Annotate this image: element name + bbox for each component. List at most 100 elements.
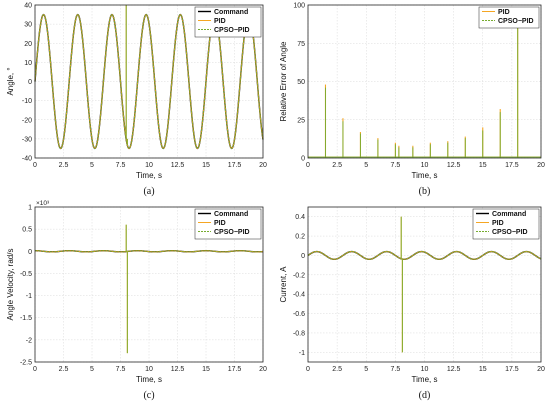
- legend-entry: PID: [492, 220, 504, 227]
- legend-entry: CPSO−PID: [214, 27, 250, 34]
- y-tick-label: -0.6: [293, 311, 305, 318]
- x-tick-label: 17.5: [505, 366, 519, 373]
- x-tick-label: 20: [259, 366, 267, 373]
- panel-caption: (c): [143, 390, 154, 401]
- y-tick-label: -2: [26, 337, 32, 344]
- y-tick-label: 75: [297, 41, 305, 48]
- series-line-cpsopid: [35, 250, 264, 253]
- legend: Command PID CPSO−PID: [472, 208, 540, 240]
- legend-entry: PID: [214, 18, 226, 25]
- x-axis-label: Time, s: [136, 375, 162, 384]
- x-axis-label: Time, s: [412, 171, 438, 180]
- chart-panel-a: 0 2.5 5 7.5 10 12.5 15 17.5 20 -40 -30 -20 -10 0 10 20 3…: [6, 3, 267, 198]
- x-tick-label: 7.5: [391, 366, 401, 373]
- x-tick-label: 2.5: [332, 366, 342, 373]
- x-tick-label: 5: [364, 162, 368, 169]
- y-tick-label: 0: [301, 156, 305, 163]
- legend-entry: PID: [214, 220, 226, 227]
- y-axis-label: Angle Velocity, rad/s: [6, 249, 15, 321]
- y-tick-label: 20: [24, 41, 32, 48]
- series-line-cpsopid: [34, 14, 264, 149]
- y-multiplier: ×10³: [36, 200, 50, 207]
- x-tick-label: 17.5: [228, 366, 242, 373]
- legend-entry: CPSO−PID: [498, 18, 534, 25]
- legend-entry: CPSO−PID: [214, 229, 250, 236]
- axes-box: [307, 206, 542, 363]
- x-tick-label: 0: [33, 162, 37, 169]
- y-tick-label: -1: [26, 293, 32, 300]
- x-tick-label: 20: [537, 162, 545, 169]
- y-axis-label: Relative Error of Angle: [279, 41, 288, 122]
- axes-box: [34, 4, 264, 159]
- series-line-cpsopid: [307, 251, 542, 260]
- y-tick-label: -0.2: [293, 272, 305, 279]
- x-tick-label: 2.5: [332, 162, 342, 169]
- y-axis-label: Angle, °: [6, 67, 15, 95]
- y-tick-label: -10: [22, 98, 32, 105]
- x-tick-label: 10: [421, 162, 429, 169]
- x-tick-label: 15: [479, 162, 487, 169]
- y-tick-label: 0.4: [295, 214, 305, 221]
- x-tick-label: 15: [202, 366, 210, 373]
- x-tick-label: 0: [306, 162, 310, 169]
- x-tick-label: 5: [364, 366, 368, 373]
- x-axis-label: Time, s: [412, 375, 438, 384]
- x-tick-label: 12.5: [447, 162, 461, 169]
- y-tick-label: 50: [297, 79, 305, 86]
- x-tick-label: 7.5: [391, 162, 401, 169]
- legend-entry: Command: [214, 211, 248, 218]
- x-tick-label: 17.5: [505, 162, 519, 169]
- y-tick-label: -20: [22, 117, 32, 124]
- chart-panel-c: 0 2.5 5 7.5 10 12.5 15 17.5 20 -2.5 -2 -1.5 -1 -0.5 0 0…: [6, 200, 267, 401]
- panel-caption: (a): [143, 186, 154, 197]
- x-tick-label: 7.5: [116, 162, 126, 169]
- x-tick-label: 20: [259, 162, 267, 169]
- y-tick-label: -0.5: [20, 271, 32, 278]
- legend-entry: Command: [492, 211, 526, 218]
- panel-caption: (b): [419, 186, 431, 197]
- y-tick-label: 0: [28, 249, 32, 256]
- y-tick-label: 0: [301, 253, 305, 260]
- y-tick-label: 25: [297, 117, 305, 124]
- x-tick-label: 2.5: [59, 162, 69, 169]
- x-tick-label: 10: [421, 366, 429, 373]
- y-axis-label: Current, A: [279, 266, 288, 303]
- legend: PID CPSO−PID: [478, 6, 540, 29]
- y-tick-label: -1: [299, 350, 305, 357]
- x-tick-label: 12.5: [171, 162, 185, 169]
- y-tick-label: 0.5: [22, 227, 32, 234]
- y-tick-label: -40: [22, 156, 32, 163]
- x-tick-label: 10: [145, 162, 153, 169]
- x-tick-label: 0: [306, 366, 310, 373]
- x-tick-label: 12.5: [447, 366, 461, 373]
- legend-entry: CPSO−PID: [492, 229, 528, 236]
- x-tick-label: 2.5: [59, 366, 69, 373]
- legend-entry: PID: [498, 9, 510, 16]
- axes-box: [34, 206, 264, 363]
- y-tick-label: -0.4: [293, 292, 305, 299]
- panel-caption: (d): [419, 390, 431, 401]
- chart-panel-d: 0 2.5 5 7.5 10 12.5 15 17.5 20 -1 -0.8 -0.6 -0.4 -0.2…: [279, 206, 545, 401]
- y-tick-label: 1: [28, 205, 32, 212]
- x-tick-label: 5: [90, 366, 94, 373]
- y-tick-label: -0.8: [293, 330, 305, 337]
- x-tick-label: 7.5: [116, 366, 126, 373]
- y-tick-label: -2.5: [20, 360, 32, 367]
- y-tick-label: 100: [293, 3, 305, 10]
- y-tick-label: 40: [24, 3, 32, 10]
- legend: Command PID CPSO−PID: [194, 6, 262, 38]
- y-tick-label: 10: [24, 60, 32, 67]
- y-tick-label: -30: [22, 136, 32, 143]
- x-tick-label: 20: [537, 366, 545, 373]
- x-axis-label: Time, s: [136, 171, 162, 180]
- x-tick-label: 12.5: [171, 366, 185, 373]
- x-tick-label: 5: [90, 162, 94, 169]
- x-tick-label: 0: [33, 366, 37, 373]
- x-tick-label: 15: [479, 366, 487, 373]
- y-tick-label: -1.5: [20, 315, 32, 322]
- legend-box: [478, 6, 540, 29]
- y-tick-label: 0: [28, 79, 32, 86]
- x-tick-label: 17.5: [228, 162, 242, 169]
- legend-entry: Command: [214, 9, 248, 16]
